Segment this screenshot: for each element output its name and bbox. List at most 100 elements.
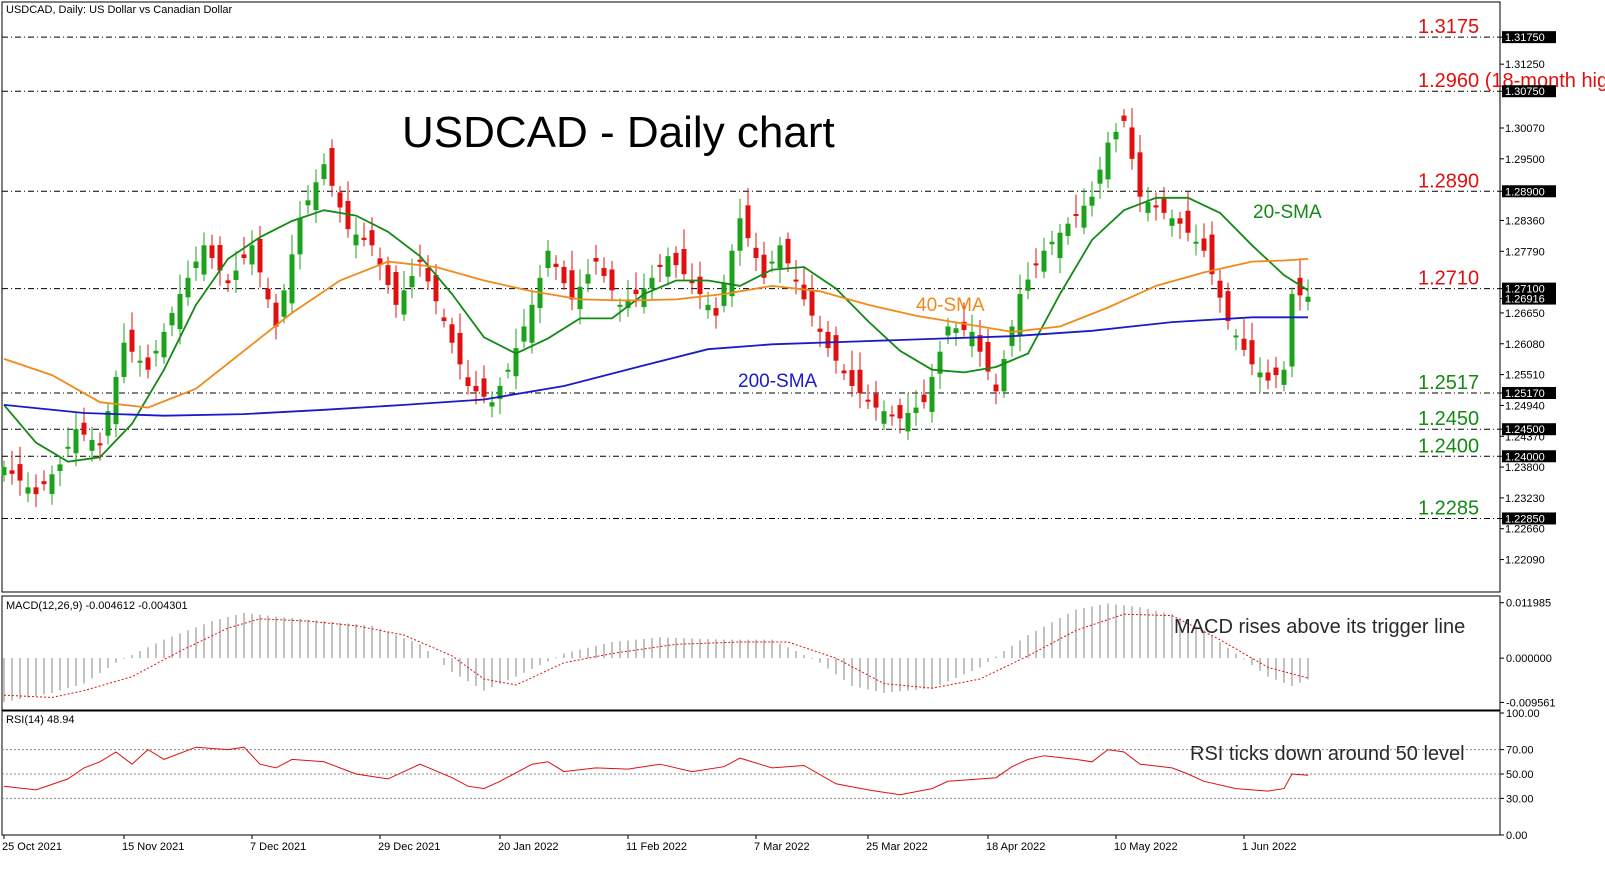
candle-body-3	[25, 487, 31, 494]
macd-title: MACD(12,26,9) -0.004612 -0.004301	[6, 600, 188, 612]
sma-label-40-sma: 40-SMA	[916, 295, 985, 316]
candle-body-119	[953, 328, 959, 333]
candle-body-48	[385, 265, 391, 286]
candle-body-142	[1137, 152, 1143, 197]
candle-body-68	[545, 250, 551, 269]
x-label-3: 29 Dec 2021	[378, 841, 440, 853]
candle-body-31	[249, 245, 255, 265]
candle-body-125	[1001, 358, 1007, 392]
candle-body-115	[921, 394, 927, 403]
candle-body-120	[961, 321, 967, 331]
candle-body-36	[289, 254, 295, 304]
price-tick-label-15: 1.24500	[1505, 424, 1545, 436]
price-tick-label-12: 1.25510	[1505, 370, 1545, 382]
x-label-2: 7 Dec 2021	[250, 841, 306, 853]
candle-body-143	[1145, 202, 1151, 213]
candle-body-53	[425, 268, 431, 282]
candle-body-152	[1217, 280, 1223, 298]
price-box-17	[1502, 450, 1556, 463]
candle-body-109	[873, 393, 879, 408]
candle-body-94	[753, 247, 759, 258]
price-tick-label-1: 1.31250	[1505, 59, 1545, 71]
candle-body-10	[81, 422, 87, 435]
candle-body-14	[113, 376, 119, 425]
candle-body-66	[529, 304, 535, 343]
candle-body-155	[1241, 338, 1247, 350]
symbol-title: USDCAD, Daily: US Dollar vs Canadian Dol…	[6, 4, 233, 16]
candle-body-154	[1233, 335, 1239, 338]
price-tick-label-11: 1.26080	[1505, 339, 1545, 351]
candle-body-88	[705, 304, 711, 311]
price-box-2	[1502, 85, 1556, 98]
candle-body-92	[737, 218, 743, 251]
price-tick-label-2: 1.30750	[1505, 86, 1545, 98]
candle-body-121	[969, 331, 975, 347]
rsi-tick-label-0: 100.00	[1506, 708, 1540, 720]
candle-body-27	[217, 244, 223, 271]
candle-body-4	[33, 487, 39, 495]
candle-body-116	[929, 376, 935, 412]
x-label-5: 11 Feb 2022	[626, 841, 687, 853]
candle-body-39	[313, 182, 319, 211]
rsi-annotation: RSI ticks down around 50 level	[1190, 743, 1465, 765]
candle-body-138	[1105, 142, 1111, 180]
candle-body-98	[785, 238, 791, 264]
sma-label-20-sma: 20-SMA	[1253, 202, 1322, 223]
candle-body-7	[57, 464, 63, 472]
candle-body-105	[841, 370, 847, 374]
candle-body-128	[1025, 279, 1031, 291]
rsi-tick-label-3: 30.00	[1506, 793, 1534, 805]
x-label-10: 1 Jun 2022	[1242, 841, 1296, 853]
candle-body-76	[609, 269, 615, 291]
candle-body-100	[801, 284, 807, 300]
candle-body-54	[433, 274, 439, 302]
candle-body-108	[865, 399, 871, 402]
price-tick-label-18: 1.23800	[1505, 462, 1545, 474]
candle-body-89	[713, 308, 719, 316]
price-box-5	[1502, 185, 1556, 198]
candle-body-111	[889, 414, 895, 417]
rsi-panel-frame	[1, 710, 1501, 836]
price-box-8	[1502, 282, 1556, 295]
candle-body-8	[65, 446, 71, 449]
candle-body-91	[729, 250, 735, 297]
candle-body-145	[1161, 197, 1167, 213]
macd-tick-label-1: 0.000000	[1506, 653, 1552, 665]
candle-body-18	[145, 357, 151, 370]
macd-panel-frame	[1, 595, 1501, 711]
level-label-6: 1.2400	[1418, 435, 1479, 457]
price-tick-label-21: 1.22660	[1505, 524, 1545, 536]
candle-body-72	[577, 286, 583, 310]
candle-body-87	[697, 276, 703, 295]
candle-body-61	[489, 402, 495, 407]
candle-body-77	[617, 304, 623, 307]
level-label-3: 1.2710	[1418, 268, 1479, 290]
candle-body-127	[1017, 294, 1023, 337]
candle-body-95	[761, 254, 767, 278]
price-tick-label-3: 1.30070	[1505, 123, 1545, 135]
price-box-13	[1502, 386, 1556, 399]
macd-tick-label-0: 0.011985	[1506, 598, 1551, 610]
candle-body-163	[1305, 296, 1311, 302]
candle-body-70	[561, 266, 567, 284]
price-tick-label-14: 1.24940	[1505, 400, 1545, 412]
candle-body-83	[665, 256, 671, 277]
candle-body-49	[393, 272, 399, 305]
sma-line-40-sma	[3, 258, 1309, 409]
candle-body-85	[681, 248, 687, 275]
rsi-line	[3, 746, 1309, 796]
candle-body-21	[169, 312, 175, 326]
candle-body-28	[225, 280, 231, 284]
price-tick-label-17: 1.24000	[1505, 451, 1545, 463]
candle-body-124	[993, 384, 999, 392]
candle-body-71	[569, 270, 575, 300]
price-tick-label-19: 1.23230	[1505, 493, 1545, 505]
candle-body-22	[177, 294, 183, 330]
price-tick-label-9: 1.26916	[1505, 294, 1545, 306]
candle-body-41	[329, 148, 335, 186]
macd-tick-label-2: -0.009561	[1506, 697, 1556, 709]
candle-body-96	[769, 261, 775, 264]
candle-body-64	[513, 348, 519, 377]
candle-body-73	[585, 274, 591, 284]
